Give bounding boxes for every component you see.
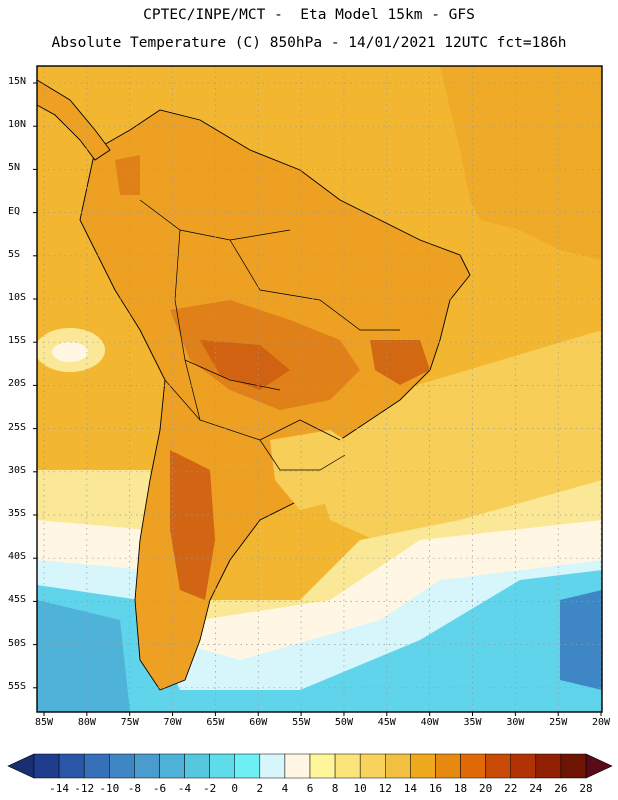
colorbar-label: 26 <box>554 782 568 795</box>
ocean-mild-atlantic <box>440 66 602 260</box>
lon-label: 45W <box>377 717 396 728</box>
colorbar-swatch <box>259 753 286 779</box>
colorbar-label: 14 <box>403 782 417 795</box>
map-title-line-2: Absolute Temperature (C) 850hPa - 14/01/… <box>51 35 567 51</box>
lat-label: 45S <box>8 594 27 606</box>
lat-label: EQ <box>8 205 21 217</box>
colorbar-label: 24 <box>529 782 543 795</box>
colorbar-swatch <box>334 753 361 779</box>
colorbar-swatch <box>385 753 411 779</box>
colorbar-label: 0 <box>231 782 239 795</box>
colorbar-swatch <box>184 753 210 779</box>
lat-label: 30S <box>8 464 27 476</box>
colorbar-swatch <box>284 753 311 779</box>
colorbar-over-triangle-icon <box>585 753 613 779</box>
colorbar-swatch <box>309 753 336 779</box>
colorbar <box>7 753 613 779</box>
colorbar-swatch <box>83 753 110 779</box>
colorbar-label: -12 <box>74 782 95 795</box>
lon-label: 80W <box>77 717 96 728</box>
colorbar-label: -6 <box>152 782 167 795</box>
pacific-cool-core <box>52 342 88 362</box>
colorbar-swatch <box>58 753 85 779</box>
colorbar-label: -14 <box>49 782 70 795</box>
lat-label: 40S <box>8 551 27 563</box>
lat-label: 15N <box>8 76 27 87</box>
colorbar-swatch <box>109 753 135 779</box>
colorbar-label: 18 <box>453 782 468 795</box>
lon-label: 70W <box>163 717 182 728</box>
colorbar-swatch <box>560 753 587 779</box>
lon-label: 40W <box>420 717 439 728</box>
map-title-line-1: CPTEC/INPE/MCT - Eta Model 15km - GFS <box>143 7 475 23</box>
lat-label: 5N <box>8 162 21 174</box>
colorbar-label: -8 <box>127 782 141 795</box>
central-america-land <box>37 79 111 161</box>
colorbar-label: -4 <box>177 782 192 795</box>
lon-label: 25W <box>549 717 568 728</box>
country-borders <box>139 199 400 471</box>
lat-label: 5S <box>8 248 21 260</box>
lon-label: 60W <box>249 717 268 728</box>
colorbar-swatch <box>510 753 537 779</box>
colorbar-swatch <box>435 753 461 779</box>
map-field <box>37 66 602 712</box>
lat-label: 50S <box>8 637 27 649</box>
colorbar-swatch <box>234 753 261 779</box>
lon-label: 55W <box>292 717 311 728</box>
map-frame <box>36 65 603 713</box>
lon-label: 50W <box>334 717 353 728</box>
colorbar-swatch <box>460 753 486 779</box>
colorbar-label: 4 <box>281 782 289 795</box>
land-hot-patagonia <box>170 450 215 600</box>
colorbar-label: 10 <box>353 782 367 795</box>
lon-label: 65W <box>206 717 225 728</box>
lat-label: 25S <box>8 421 27 433</box>
lat-label: 10N <box>8 119 27 131</box>
colorbar-swatch <box>33 753 60 779</box>
land-hot-east <box>370 340 430 385</box>
colorbar-swatch <box>134 753 160 779</box>
ocean-coldest-se <box>560 590 602 690</box>
colorbar-swatch <box>410 753 436 779</box>
colorbar-label: -10 <box>99 782 120 795</box>
lat-label: 35S <box>8 508 27 519</box>
colorbar-label: 8 <box>331 782 339 795</box>
ocean-cold-deep <box>37 570 602 712</box>
lat-label: 10S <box>8 292 27 303</box>
lon-label: 20W <box>592 717 611 728</box>
colorbar-swatch <box>485 753 511 779</box>
colorbar-label: 6 <box>306 782 314 795</box>
colorbar-label: 28 <box>579 782 593 795</box>
colorbar-label: 20 <box>479 782 493 795</box>
land-hottest-central <box>200 340 290 390</box>
colorbar-label: -2 <box>203 782 217 795</box>
land-hot-north <box>115 155 140 195</box>
lon-label: 35W <box>463 717 482 728</box>
colorbar-under-triangle-icon <box>7 753 35 779</box>
axis-ticks <box>33 82 602 716</box>
colorbar-label: 2 <box>256 782 264 795</box>
colorbar-label: 22 <box>504 782 518 795</box>
colorbar-label: 12 <box>378 782 392 795</box>
lat-label: 55S <box>8 680 27 692</box>
colorbar-swatch <box>159 753 185 779</box>
colorbar-swatch <box>359 753 386 779</box>
colorbar-swatch <box>535 753 562 779</box>
colorbar-swatch <box>209 753 235 779</box>
lat-label: 15S <box>8 335 27 347</box>
colorbar-label: 16 <box>428 782 443 795</box>
lat-label: 20S <box>8 378 27 390</box>
lat-lon-grid <box>37 66 602 712</box>
lon-label: 30W <box>506 717 525 728</box>
lon-label: 75W <box>120 717 139 728</box>
ocean-coldest-sw <box>37 600 130 712</box>
lon-label: 85W <box>34 717 54 728</box>
